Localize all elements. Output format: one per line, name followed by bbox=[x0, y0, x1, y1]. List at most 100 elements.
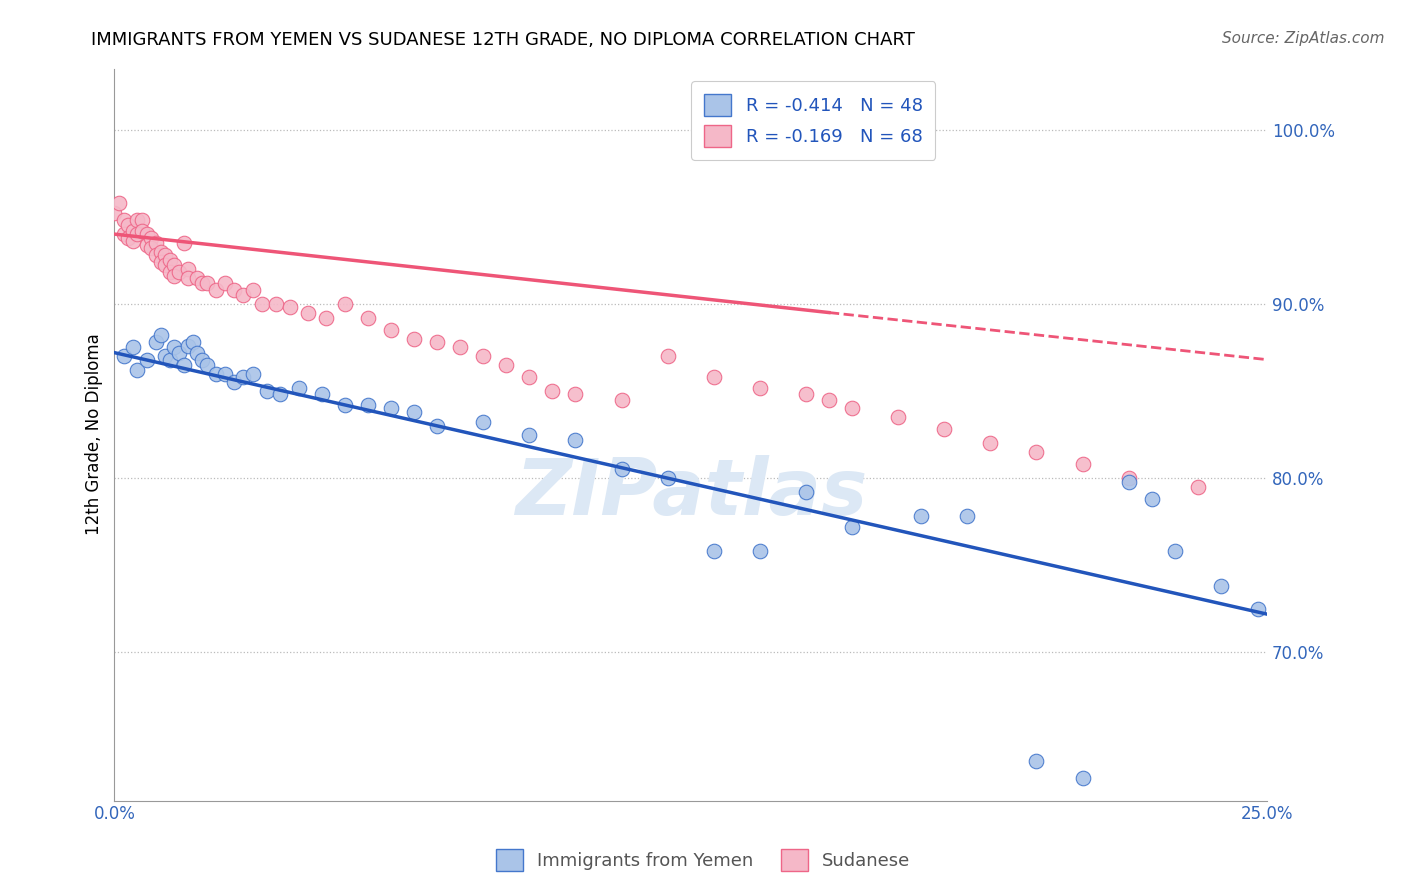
Y-axis label: 12th Grade, No Diploma: 12th Grade, No Diploma bbox=[86, 334, 103, 535]
Point bbox=[205, 367, 228, 381]
Point bbox=[1187, 480, 1209, 494]
Point bbox=[153, 248, 176, 262]
Point bbox=[163, 259, 186, 273]
Point bbox=[357, 398, 380, 412]
Point bbox=[232, 288, 254, 302]
Point bbox=[380, 401, 402, 416]
Point bbox=[173, 235, 195, 250]
Point bbox=[517, 370, 540, 384]
Point bbox=[794, 387, 817, 401]
Point bbox=[564, 433, 586, 447]
Point bbox=[186, 270, 208, 285]
Point bbox=[402, 405, 425, 419]
Point bbox=[1140, 491, 1163, 506]
Point bbox=[264, 297, 287, 311]
Point bbox=[112, 349, 135, 363]
Point bbox=[703, 370, 725, 384]
Point bbox=[214, 367, 236, 381]
Text: ZIPatlas: ZIPatlas bbox=[515, 455, 866, 531]
Point bbox=[748, 544, 770, 558]
Point bbox=[657, 471, 679, 485]
Point bbox=[934, 422, 956, 436]
Point bbox=[127, 227, 149, 241]
Point bbox=[195, 358, 218, 372]
Point bbox=[426, 335, 449, 350]
Point bbox=[112, 227, 135, 241]
Point bbox=[177, 262, 200, 277]
Point bbox=[564, 387, 586, 401]
Point bbox=[657, 349, 679, 363]
Point bbox=[541, 384, 564, 398]
Point bbox=[117, 219, 139, 233]
Legend: Immigrants from Yemen, Sudanese: Immigrants from Yemen, Sudanese bbox=[488, 842, 918, 879]
Point bbox=[149, 255, 172, 269]
Point bbox=[121, 224, 143, 238]
Point bbox=[910, 509, 932, 524]
Point bbox=[186, 345, 208, 359]
Point bbox=[149, 244, 172, 259]
Point bbox=[145, 248, 167, 262]
Point bbox=[256, 384, 278, 398]
Point bbox=[610, 462, 633, 476]
Legend: R = -0.414   N = 48, R = -0.169   N = 68: R = -0.414 N = 48, R = -0.169 N = 68 bbox=[692, 81, 935, 160]
Point bbox=[117, 230, 139, 244]
Point bbox=[153, 259, 176, 273]
Point bbox=[402, 332, 425, 346]
Point bbox=[956, 509, 979, 524]
Point bbox=[311, 387, 333, 401]
Point bbox=[173, 358, 195, 372]
Text: IMMIGRANTS FROM YEMEN VS SUDANESE 12TH GRADE, NO DIPLOMA CORRELATION CHART: IMMIGRANTS FROM YEMEN VS SUDANESE 12TH G… bbox=[91, 31, 915, 49]
Point bbox=[135, 227, 157, 241]
Point bbox=[191, 352, 214, 367]
Point bbox=[242, 367, 264, 381]
Point bbox=[1163, 544, 1185, 558]
Point bbox=[121, 340, 143, 354]
Point bbox=[333, 297, 356, 311]
Point bbox=[163, 340, 186, 354]
Point bbox=[1247, 602, 1270, 616]
Point bbox=[818, 392, 841, 407]
Point bbox=[127, 363, 149, 377]
Point bbox=[195, 276, 218, 290]
Point bbox=[748, 380, 770, 394]
Point bbox=[149, 328, 172, 343]
Point bbox=[357, 310, 380, 325]
Point bbox=[1071, 771, 1094, 785]
Point bbox=[278, 301, 301, 315]
Point bbox=[108, 195, 131, 210]
Point bbox=[1025, 445, 1047, 459]
Point bbox=[1025, 754, 1047, 768]
Point bbox=[242, 283, 264, 297]
Point bbox=[112, 213, 135, 227]
Point bbox=[127, 213, 149, 227]
Point bbox=[1118, 471, 1140, 485]
Point bbox=[517, 427, 540, 442]
Point bbox=[145, 335, 167, 350]
Point bbox=[177, 270, 200, 285]
Text: Source: ZipAtlas.com: Source: ZipAtlas.com bbox=[1222, 31, 1385, 46]
Point bbox=[1118, 475, 1140, 489]
Point bbox=[141, 230, 163, 244]
Point bbox=[288, 380, 311, 394]
Point bbox=[979, 436, 1001, 450]
Point bbox=[167, 345, 190, 359]
Point bbox=[1071, 457, 1094, 471]
Point bbox=[131, 213, 153, 227]
Point bbox=[135, 237, 157, 252]
Point bbox=[426, 418, 449, 433]
Point bbox=[167, 265, 190, 279]
Point bbox=[103, 206, 125, 220]
Point bbox=[181, 335, 204, 350]
Point bbox=[297, 305, 319, 319]
Point bbox=[153, 349, 176, 363]
Point bbox=[224, 376, 246, 390]
Point bbox=[1209, 579, 1232, 593]
Point bbox=[841, 520, 863, 534]
Point bbox=[159, 265, 181, 279]
Point bbox=[495, 358, 517, 372]
Point bbox=[205, 283, 228, 297]
Point bbox=[177, 339, 200, 353]
Point bbox=[135, 352, 157, 367]
Point bbox=[472, 416, 495, 430]
Point bbox=[159, 253, 181, 268]
